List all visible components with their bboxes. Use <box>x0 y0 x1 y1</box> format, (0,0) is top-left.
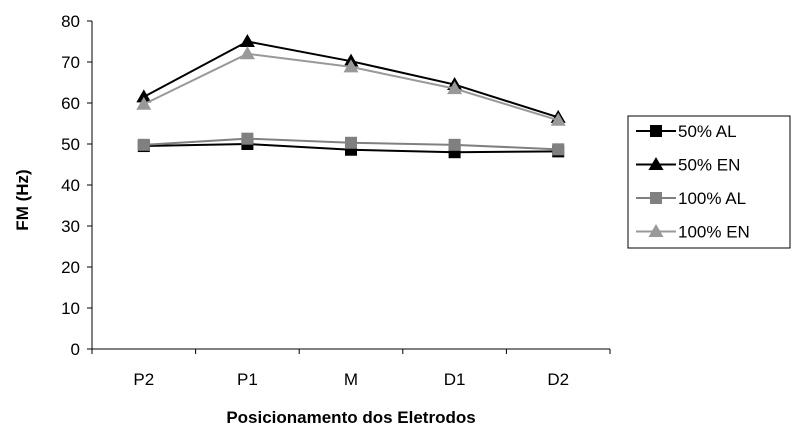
legend: 50% AL 50% EN 100% AL 100% EN <box>627 115 791 249</box>
x-tick-label: P1 <box>237 370 258 389</box>
y-axis-title: FM (Hz) <box>13 169 32 230</box>
legend-marker <box>648 157 664 170</box>
x-tick-label: D2 <box>547 370 569 389</box>
y-tick-label: 0 <box>71 340 80 359</box>
data-point <box>241 132 254 145</box>
x-tick-label: P2 <box>133 370 154 389</box>
data-point <box>343 59 359 73</box>
x-tick-label: D1 <box>444 370 466 389</box>
x-tick-label: M <box>344 370 358 389</box>
data-point <box>136 89 152 103</box>
data-point <box>239 46 255 60</box>
legend-label: 100% EN <box>678 223 750 242</box>
axes: 0 10 20 30 40 50 60 70 80 P2 P1 M D1 D2 <box>61 12 611 389</box>
y-tick-label: 30 <box>61 217 80 236</box>
legend-marker <box>650 192 662 204</box>
series-100-al <box>137 132 565 156</box>
y-tick-label: 50 <box>61 135 80 154</box>
legend-label: 50% AL <box>678 122 737 141</box>
data-point <box>552 143 565 156</box>
legend-label: 50% EN <box>678 156 740 175</box>
data-point <box>136 96 152 110</box>
legend-label: 100% AL <box>678 189 746 208</box>
y-tick-label: 80 <box>61 12 80 31</box>
data-point <box>137 138 150 151</box>
series-50-en <box>136 34 566 123</box>
series-line <box>143 40 559 119</box>
data-point <box>550 112 566 126</box>
y-tick-label: 40 <box>61 176 80 195</box>
data-point <box>447 81 463 95</box>
series-100-en <box>136 46 566 126</box>
y-tick-label: 10 <box>61 299 80 318</box>
legend-marker <box>650 125 662 137</box>
y-tick-label: 20 <box>61 258 80 277</box>
y-tick-label: 60 <box>61 94 80 113</box>
legend-marker <box>648 224 664 237</box>
y-tick-label: 70 <box>61 53 80 72</box>
data-point <box>448 138 461 151</box>
x-axis-title: Posicionamento dos Eletrodos <box>226 408 475 427</box>
data-point <box>345 136 357 149</box>
data-point <box>239 34 255 47</box>
series-layer <box>136 34 566 159</box>
